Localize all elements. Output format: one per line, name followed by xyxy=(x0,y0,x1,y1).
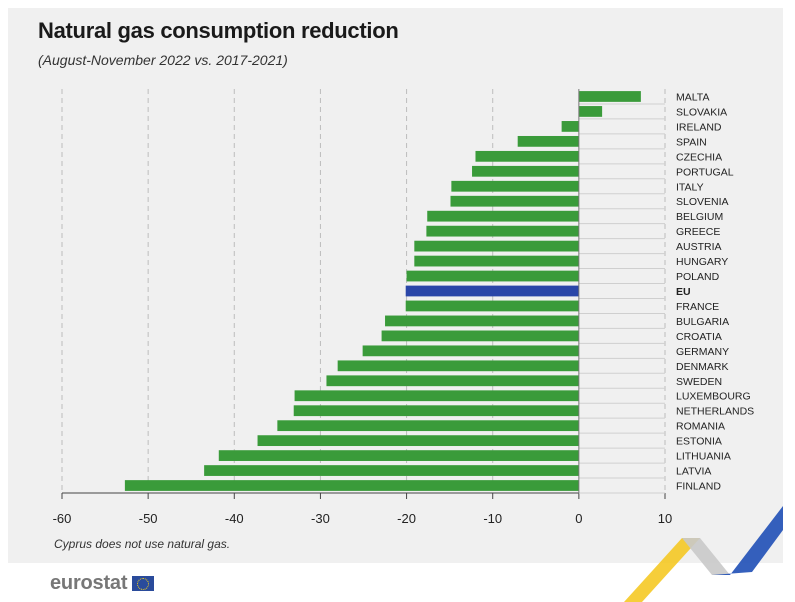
category-label: GERMANY xyxy=(676,346,729,358)
bar-slovenia[interactable] xyxy=(450,195,579,207)
bar-ireland[interactable] xyxy=(561,121,579,132)
x-tick-label: -30 xyxy=(311,511,330,526)
category-label: ROMANIA xyxy=(676,421,725,433)
x-tick-label: -60 xyxy=(53,511,72,526)
bar-lithuania[interactable] xyxy=(218,450,579,461)
x-tick-label: -50 xyxy=(139,511,158,526)
category-label: MALTA xyxy=(676,91,709,103)
x-tick-label: 0 xyxy=(575,511,582,526)
bar-portugal[interactable] xyxy=(472,165,579,177)
bar-poland[interactable] xyxy=(406,270,579,282)
category-label: SWEDEN xyxy=(676,376,722,388)
bar-romania[interactable] xyxy=(277,420,579,432)
category-label: SLOVENIA xyxy=(676,196,729,208)
footnote: Cyprus does not use natural gas. xyxy=(54,537,231,551)
category-label: FINLAND xyxy=(676,481,721,493)
category-label: LATVIA xyxy=(676,466,711,478)
category-label: EU xyxy=(676,286,691,298)
bar-sweden[interactable] xyxy=(326,375,579,387)
bar-netherlands[interactable] xyxy=(293,405,579,417)
eu-flag-icon xyxy=(132,576,155,591)
category-label: CROATIA xyxy=(676,331,722,343)
category-label: BULGARIA xyxy=(676,316,729,328)
category-label: GREECE xyxy=(676,226,720,238)
bar-spain[interactable] xyxy=(517,135,579,147)
bar-germany[interactable] xyxy=(362,345,579,357)
category-label: IRELAND xyxy=(676,121,722,133)
bar-hungary[interactable] xyxy=(414,255,579,267)
bar-slovakia[interactable] xyxy=(578,106,603,117)
category-label: NETHERLANDS xyxy=(676,406,754,418)
category-label: CZECHIA xyxy=(676,151,722,163)
bar-latvia[interactable] xyxy=(204,465,579,476)
bar-italy[interactable] xyxy=(451,180,579,192)
bar-luxembourg[interactable] xyxy=(294,390,579,402)
category-label: LITHUANIA xyxy=(676,451,731,463)
bar-estonia[interactable] xyxy=(257,435,579,447)
brand-name: eurostat xyxy=(50,572,128,594)
bar-croatia[interactable] xyxy=(381,330,579,342)
bar-austria[interactable] xyxy=(414,240,579,252)
bar-denmark[interactable] xyxy=(337,360,579,372)
category-label: ITALY xyxy=(676,181,704,193)
x-tick-label: -20 xyxy=(397,511,416,526)
category-label: POLAND xyxy=(676,271,720,283)
bar-finland[interactable] xyxy=(124,480,579,491)
category-label: HUNGARY xyxy=(676,256,728,268)
bar-belgium[interactable] xyxy=(427,210,579,222)
x-tick-label: -40 xyxy=(225,511,244,526)
category-label: SLOVAKIA xyxy=(676,106,727,118)
chart-subtitle: (August-November 2022 vs. 2017-2021) xyxy=(38,52,288,68)
category-label: BELGIUM xyxy=(676,211,723,223)
bar-bulgaria[interactable] xyxy=(385,315,579,327)
x-tick-label: -10 xyxy=(483,511,502,526)
category-label: FRANCE xyxy=(676,301,719,313)
bar-malta[interactable] xyxy=(578,91,641,102)
bar-czechia[interactable] xyxy=(475,150,579,162)
bar-eu[interactable] xyxy=(405,285,579,297)
eurostat-logo[interactable]: eurostat xyxy=(50,572,155,595)
bar-greece[interactable] xyxy=(426,225,579,237)
bar-france[interactable] xyxy=(405,300,579,312)
chart-title: Natural gas consumption reduction xyxy=(38,18,399,43)
category-label: SPAIN xyxy=(676,136,707,148)
category-label: DENMARK xyxy=(676,361,729,373)
category-label: PORTUGAL xyxy=(676,166,734,178)
category-label: ESTONIA xyxy=(676,436,722,448)
category-label: LUXEMBOURG xyxy=(676,391,751,403)
x-tick-label: 10 xyxy=(658,511,672,526)
category-label: AUSTRIA xyxy=(676,241,722,253)
